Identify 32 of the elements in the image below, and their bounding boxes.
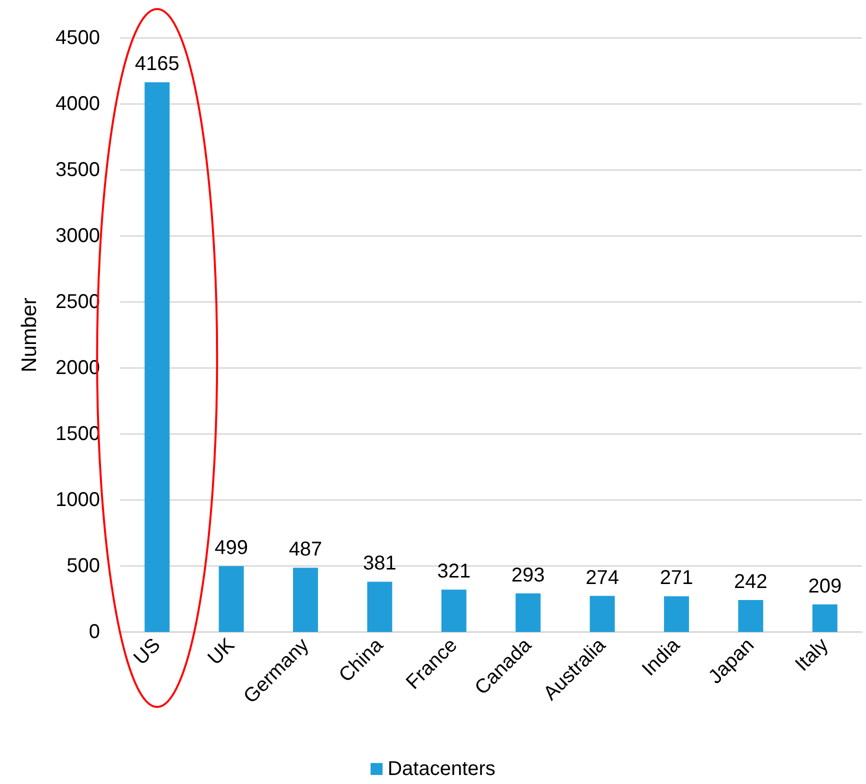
bar: [441, 590, 466, 632]
x-tick-label: Italy: [791, 634, 833, 676]
bar: [516, 593, 541, 632]
y-tick-label: 0: [88, 621, 100, 643]
bar: [367, 582, 392, 632]
y-axis-title: Number: [18, 298, 41, 372]
bar: [738, 600, 764, 632]
y-tick-label: 3500: [56, 159, 100, 181]
data-label: 209: [808, 575, 842, 598]
bar: [218, 566, 244, 632]
data-label: 487: [288, 538, 322, 561]
bar: [144, 82, 170, 632]
data-label: 381: [363, 552, 396, 575]
bar: [664, 596, 689, 632]
y-tick-label: 1000: [56, 489, 100, 511]
data-label: 271: [660, 567, 694, 590]
x-tick-label: US: [130, 634, 165, 670]
y-tick-label: 4000: [56, 93, 100, 115]
data-label: 499: [214, 537, 248, 560]
bar: [812, 604, 838, 632]
y-tick-label: 3000: [56, 225, 100, 247]
x-tick-label: UK: [204, 634, 240, 670]
data-label: 293: [511, 564, 545, 586]
bar: [293, 568, 318, 632]
y-tick-label: 500: [66, 555, 100, 577]
data-label: 274: [586, 566, 619, 589]
legend-label: Datacenters: [388, 758, 496, 780]
data-label: 321: [437, 560, 471, 583]
data-label: 242: [734, 571, 768, 594]
data-label: 4165: [134, 53, 180, 76]
bar: [590, 596, 615, 632]
y-tick-label: 4500: [56, 27, 100, 49]
